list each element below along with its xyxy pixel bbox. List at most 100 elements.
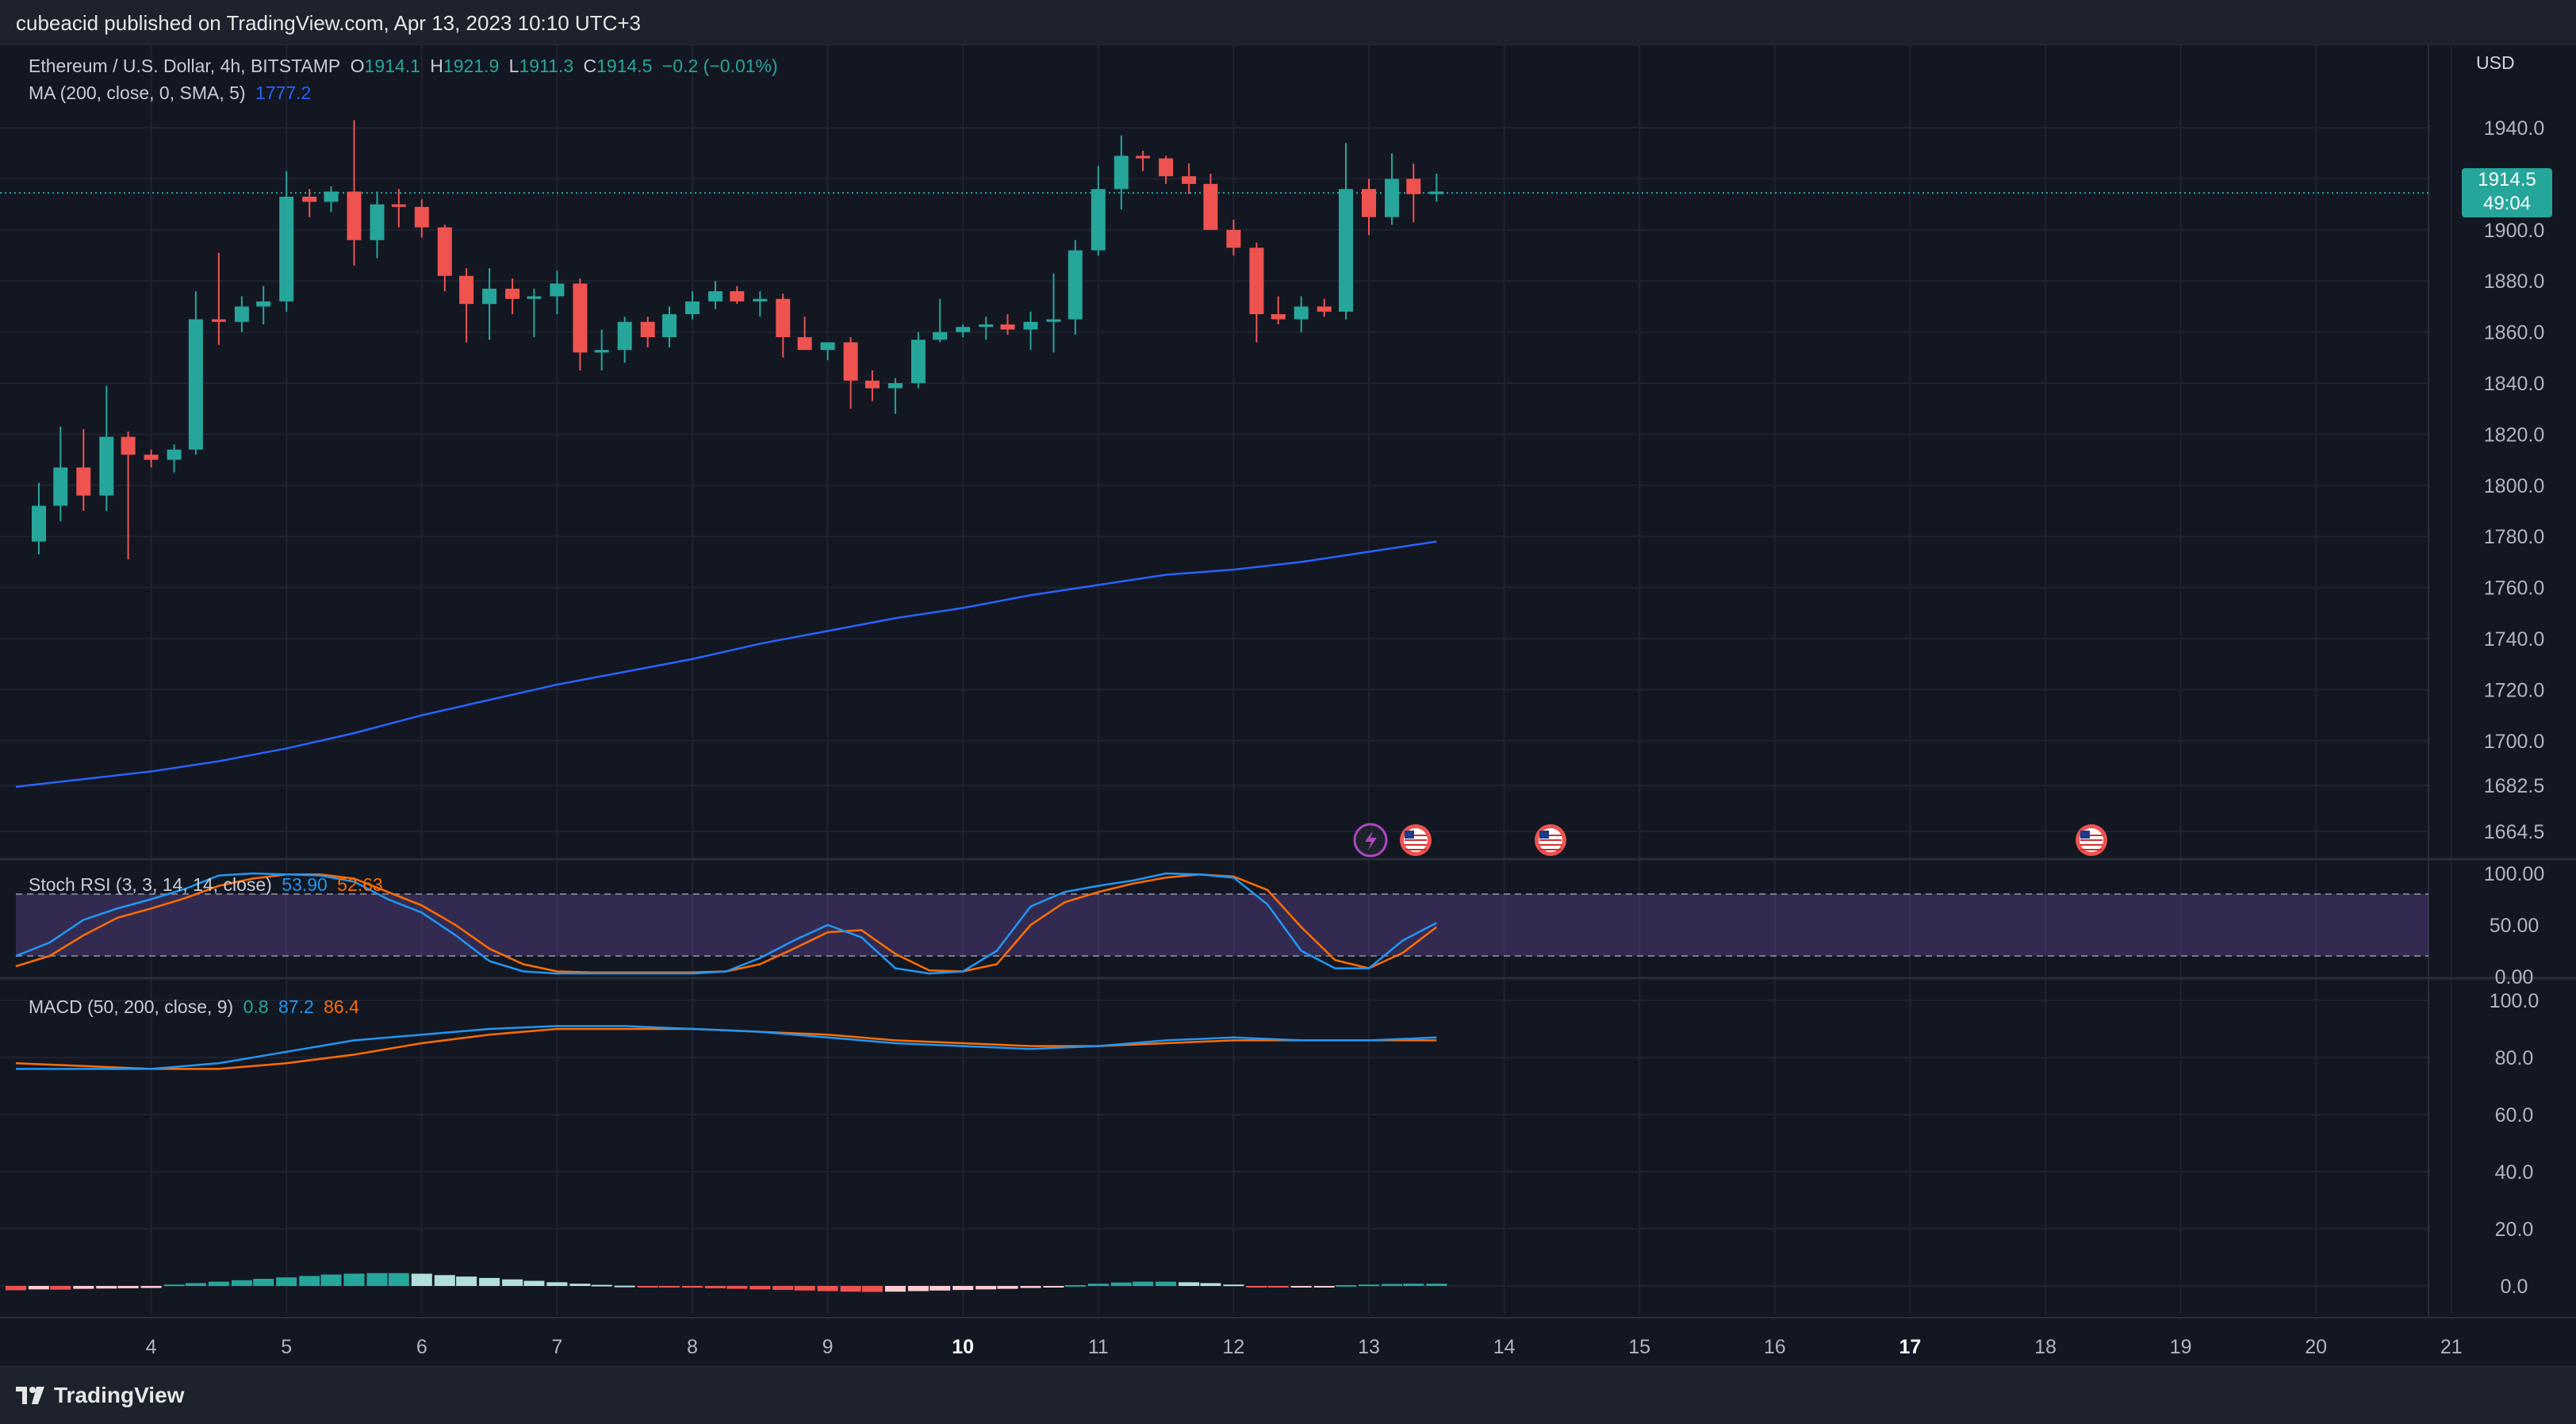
lightning-bolt [1365,831,1377,850]
time-axis-label: 20 [2305,1336,2327,1358]
candle-up [53,467,68,506]
macd-histogram-bar [140,1286,162,1288]
macd-histogram-bar [502,1279,523,1286]
candle-up [1114,155,1129,190]
macd-histogram-bar [456,1276,477,1286]
macd-histogram-bar [861,1286,883,1292]
candle-up [1385,178,1400,217]
candle-down [414,206,429,228]
stoch-band [16,894,2428,956]
macd-histogram-bar [1223,1284,1244,1287]
macd-histogram-bar [208,1281,229,1286]
stoch-legend[interactable]: Stoch RSI (3, 3, 14, 14, close) 53.90 52… [29,874,388,896]
candle-up [1068,250,1083,320]
stoch-axis-label: 100.00 [2484,863,2544,885]
macd-histogram-bar [1043,1286,1064,1288]
price-axis-label: 1800.0 [2484,475,2544,497]
tradingview-brand: TradingView [54,1383,185,1407]
price-axis-label: 1740.0 [2484,628,2544,651]
candle-down [640,321,655,338]
candle-up [887,383,903,389]
us-flag-event-icon[interactable] [2076,824,2107,856]
candle-up [661,314,677,338]
candle-up [324,191,339,202]
candle-up [32,505,47,542]
time-axis-label: 6 [416,1336,427,1358]
macd-legend[interactable]: MACD (50, 200, close, 9) 0.8 87.2 86.4 [29,996,364,1018]
candle-up [188,319,203,450]
flag-canton [1539,831,1549,839]
lightning-event-icon[interactable] [1353,823,1388,858]
candle-down [144,455,159,460]
macd-histogram-bar [163,1284,185,1287]
candle-down [730,291,745,301]
candle-down [573,283,588,353]
macd-signal-line [15,1027,1437,1070]
candle-down [1000,324,1015,330]
macd-histogram-bar [705,1286,726,1288]
candle-up [370,204,385,240]
macd-value: 87.2 [278,996,314,1017]
stoch-rsi-pane [15,872,2428,975]
tradingview-logo[interactable]: TradingView [16,1383,184,1408]
publish-header: cubeacid published on TradingView.com, A… [0,0,2576,45]
candle-up [594,350,609,353]
time-axis-label: 13 [1358,1336,1380,1358]
candle-up [685,301,700,315]
macd-histogram-bar [434,1275,455,1286]
macd-axis-label: 20.0 [2495,1219,2534,1241]
time-axis-label: 16 [1764,1336,1786,1358]
candle-down [302,196,317,202]
us-flag-event-icon[interactable] [1400,824,1432,856]
close-value: 1914.5 [596,56,653,76]
macd-histogram-bar [96,1286,117,1289]
candle-up [956,327,971,332]
macd-histogram-bar [320,1274,342,1286]
macd-histogram-bar [1200,1283,1221,1286]
macd-histogram-bar [1335,1284,1356,1287]
symbol-legend[interactable]: Ethereum / U.S. Dollar, 4h, BITSTAMP O19… [29,56,783,77]
macd-histogram-bar [569,1284,591,1286]
open-value: 1914.1 [364,56,420,76]
candle-up [99,436,114,496]
price-axis-label: 1700.0 [2484,731,2544,753]
macd-histogram-bar [817,1286,838,1292]
price-axis-label: 1682.5 [2484,775,2544,797]
chart-area[interactable]: 4567891011121314151617181920211940.01920… [0,44,2576,1366]
ma-label: MA (200, close, 0, SMA, 5) [29,83,246,103]
macd-histogram-bar [411,1273,432,1286]
ma-legend[interactable]: MA (200, close, 0, SMA, 5) 1777.2 [29,83,316,104]
open-label: O [350,56,365,76]
candle-up [910,340,926,383]
time-axis-label: 18 [2034,1336,2057,1358]
candle-up [1023,321,1038,330]
chart-canvas[interactable]: 4567891011121314151617181920211940.01920… [0,44,2576,1366]
macd-histogram-bar [997,1286,1018,1289]
candle-up [256,301,271,307]
time-axis-label: 5 [281,1336,292,1358]
candle-down [776,298,791,338]
candle-down [1406,178,1421,194]
time-axis-label: 19 [2170,1336,2192,1358]
time-axis-label: 11 [1088,1336,1109,1358]
macd-histogram-bar [6,1286,26,1291]
time-axis-label: 15 [1628,1336,1650,1358]
candle-up [933,332,948,340]
macd-histogram-bar [953,1286,974,1291]
price-pane [0,120,2428,789]
macd-histogram-bar [1290,1286,1312,1288]
time-axis-label: 7 [551,1336,562,1358]
macd-histogram-bar [976,1286,997,1290]
macd-histogram-bar [388,1272,409,1286]
candle-down [1203,183,1218,230]
candle-down [437,227,452,276]
stoch-k-line [15,872,1437,975]
macd-histogram-bar [1426,1284,1447,1286]
us-flag-event-icon[interactable] [1535,824,1566,856]
price-axis-label: 1820.0 [2484,424,2544,446]
macd-histogram-bar [50,1286,71,1290]
candle-down [843,342,858,381]
macd-histogram-bar [117,1286,139,1288]
candle-up [979,324,994,328]
macd-signal-value: 86.4 [324,996,359,1017]
